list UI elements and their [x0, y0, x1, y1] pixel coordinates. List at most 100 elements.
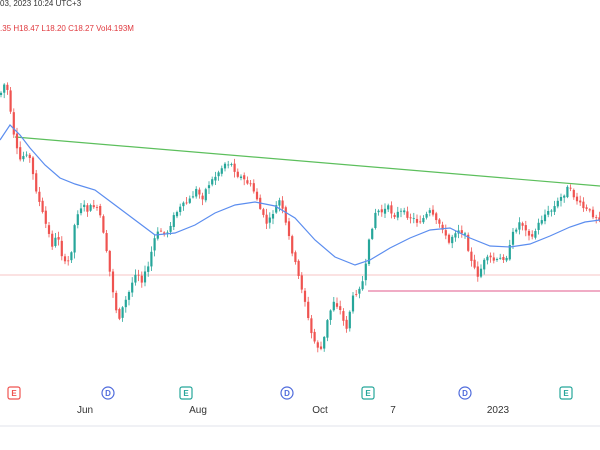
- candle-body: [121, 307, 124, 318]
- candle-body: [166, 232, 169, 234]
- candle-body: [294, 252, 297, 263]
- candle-body: [38, 191, 41, 202]
- candle-body: [239, 176, 243, 179]
- candle-body: [217, 172, 220, 177]
- candle-body: [25, 154, 28, 156]
- trendline: [14, 136, 600, 187]
- candle-body: [70, 252, 73, 261]
- candle-body: [140, 275, 143, 283]
- candle-body: [243, 175, 246, 180]
- high-value: H18.47: [13, 24, 40, 33]
- candle-body: [595, 217, 598, 218]
- header-datetime: 03, 2023 10:24 UTC+3: [0, 0, 81, 8]
- candle-body: [598, 217, 600, 221]
- candle-body: [191, 196, 195, 198]
- candle-body: [534, 231, 537, 238]
- candle-body: [102, 216, 105, 233]
- candle-body: [476, 266, 479, 277]
- candle-body: [585, 207, 588, 209]
- candle-body: [531, 234, 534, 237]
- candle-body: [57, 237, 60, 240]
- moving-average-line: [0, 124, 600, 266]
- candle-body: [268, 217, 271, 223]
- candle-body: [342, 311, 345, 321]
- candle-body: [19, 147, 22, 160]
- candle-body: [351, 295, 355, 312]
- candle-body: [60, 240, 63, 257]
- candle-body: [51, 233, 54, 247]
- dividend-marker: D: [458, 386, 472, 400]
- candle-body: [339, 306, 342, 310]
- candle-body: [182, 202, 185, 207]
- candle-body: [63, 256, 67, 262]
- marker-circle: [280, 386, 294, 400]
- marker-label: E: [11, 389, 17, 398]
- candle-body: [508, 244, 511, 260]
- candle-body: [163, 232, 166, 234]
- candle-body: [460, 230, 463, 234]
- candle-body: [79, 208, 83, 214]
- candle-body: [473, 259, 476, 268]
- earnings-marker: E: [7, 386, 21, 400]
- candle-body: [479, 268, 483, 277]
- candle-body: [92, 205, 95, 208]
- candle-body: [326, 320, 329, 338]
- candle-body: [371, 228, 374, 239]
- candle-body: [291, 236, 294, 254]
- candle-body: [403, 210, 406, 213]
- candle-body: [223, 163, 227, 169]
- candle-body: [527, 230, 531, 236]
- candle-body: [454, 233, 457, 238]
- candle-body: [207, 185, 211, 189]
- candle-body: [566, 186, 569, 198]
- candle-body: [428, 210, 431, 213]
- candle-body: [438, 219, 441, 224]
- candle-body: [553, 206, 556, 212]
- open-fragment: .35: [0, 24, 12, 33]
- candle-body: [329, 310, 332, 320]
- candle-body: [252, 183, 255, 192]
- candle-body: [396, 211, 399, 218]
- candle-body: [271, 214, 275, 219]
- candle-body: [204, 189, 207, 201]
- candle-body: [563, 195, 566, 198]
- marker-circle: [101, 386, 115, 400]
- candle-body: [483, 259, 486, 270]
- candle-body: [111, 271, 115, 293]
- candle-body: [28, 154, 31, 158]
- candle-body: [287, 221, 291, 237]
- marker-box: [361, 386, 375, 400]
- candle-body: [515, 229, 518, 232]
- candle-body: [470, 251, 473, 261]
- candle-body: [406, 211, 409, 218]
- candle-body: [185, 202, 188, 204]
- candle-body: [537, 222, 540, 230]
- candle-body: [441, 224, 444, 230]
- candle-body: [179, 206, 182, 213]
- earnings-marker: E: [361, 386, 375, 400]
- marker-label: E: [183, 389, 189, 398]
- candle-body: [297, 260, 300, 276]
- candle-body: [380, 209, 383, 213]
- marker-circle: [458, 386, 472, 400]
- candle-body: [492, 257, 495, 261]
- candle-body: [319, 346, 323, 349]
- candle-body: [569, 187, 572, 189]
- volume-value: Vol4.193M: [96, 24, 134, 33]
- candle-body: [188, 198, 191, 203]
- candle-body: [409, 217, 412, 219]
- candle-body: [579, 200, 582, 203]
- candle-body: [467, 234, 470, 251]
- candle-body: [419, 221, 422, 223]
- candle-body: [249, 183, 252, 185]
- candle-body: [425, 213, 428, 218]
- candle-body: [588, 209, 591, 211]
- marker-box: [559, 386, 573, 400]
- candle-body: [143, 271, 147, 283]
- marker-label: D: [462, 389, 468, 398]
- candle-body: [358, 288, 361, 294]
- candle-body: [67, 260, 70, 262]
- candle-body: [262, 209, 265, 215]
- candle-body: [265, 214, 268, 224]
